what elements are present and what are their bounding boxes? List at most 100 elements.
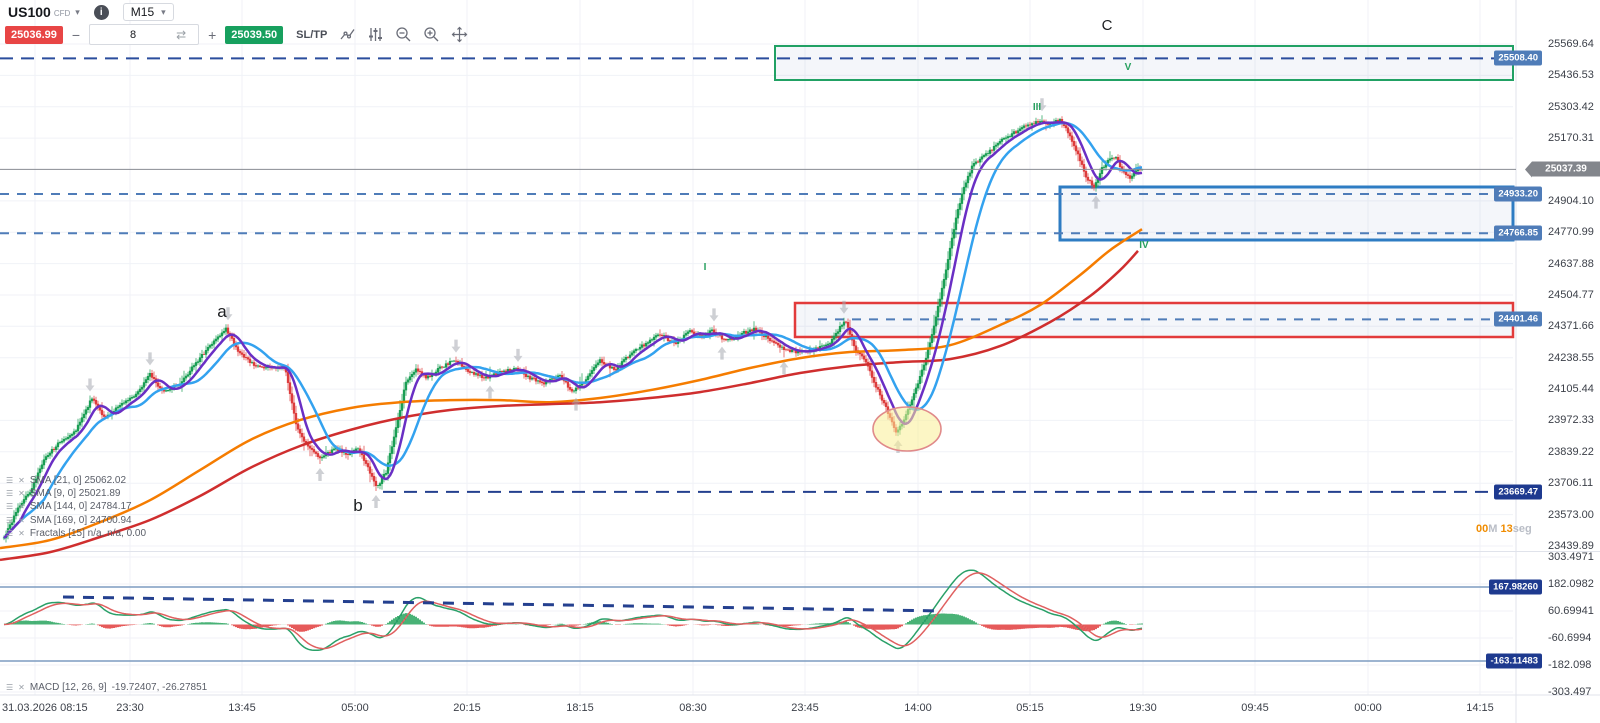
time-axis-label: 14:00 [904, 702, 932, 714]
indicator-legend-row: ☰ ✕ SMA [144, 0] 24784.17 [6, 500, 146, 513]
indicator-legend-text: SMA [144, 0] 24784.17 [29, 501, 132, 513]
macd-axis-label: -60.6994 [1548, 632, 1592, 644]
symbol-name[interactable]: US100 [8, 4, 51, 20]
resistance-zone-blue[interactable] [1058, 185, 1515, 242]
macd-legend-name: MACD [12, 26, 9] [29, 682, 107, 694]
interval-select[interactable]: M15 ▾ [122, 3, 174, 21]
price-level-badge: 24766.85 [1494, 225, 1542, 241]
symbol-toolbar: US100 CFD ▾ i M15 ▾ [8, 3, 174, 21]
wave-annotation: C [1101, 17, 1113, 34]
quantity-decrease-button[interactable]: − [68, 27, 84, 43]
countdown-part: 13 [1500, 523, 1513, 535]
macd-legend: ☰ ✕ MACD [12, 26, 9] -19.72407, -26.2785… [6, 681, 207, 694]
highlight-ellipse[interactable] [872, 406, 942, 452]
sell-price-badge[interactable]: 25036.99 [5, 25, 63, 44]
quantity-increase-button[interactable]: + [204, 27, 220, 43]
macd-axis-label: 182.0982 [1548, 578, 1594, 590]
close-icon[interactable]: ✕ [18, 476, 25, 486]
interval-value: M15 [130, 5, 155, 19]
fractal-arrows [85, 98, 1101, 508]
time-axis-label: 13:45 [228, 702, 256, 714]
indicator-legend: ☰ ✕ SMA [21, 0] 25062.02 ☰ ✕ SMA [9, 0] 25021… [6, 474, 146, 540]
chevron-down-icon[interactable]: ▾ [75, 6, 80, 17]
time-axis-label: 08:30 [679, 702, 707, 714]
wave-annotation: b [353, 496, 363, 515]
indicator-legend-row: ☰ ✕ SMA [21, 0] 25062.02 [6, 474, 146, 487]
price-level-badge: 24933.20 [1494, 186, 1542, 202]
trendline-tool-icon[interactable] [336, 25, 359, 45]
macd-histogram-positive [3, 613, 1143, 625]
macd-axis-label: -303.497 [1548, 686, 1592, 698]
menu-icon[interactable]: ☰ [6, 515, 14, 525]
close-icon[interactable]: ✕ [18, 683, 25, 693]
pan-move-icon[interactable] [448, 25, 471, 45]
supply-zone-green[interactable] [774, 45, 1514, 81]
indicator-legend-text: SMA [21, 0] 25062.02 [29, 475, 127, 487]
time-axis-label: 05:00 [341, 702, 369, 714]
swap-units-icon[interactable]: ⇄ [176, 27, 187, 42]
time-axis-label: 09:45 [1241, 702, 1269, 714]
price-level-badge: 167.98260 [1489, 579, 1542, 595]
close-icon[interactable]: ✕ [18, 502, 25, 512]
time-axis-label: 18:15 [566, 702, 594, 714]
macd-histogram-negative [67, 624, 1135, 632]
price-axis-label: 24904.10 [1548, 194, 1594, 207]
buy-price-badge[interactable]: 25039.50 [225, 25, 284, 44]
quantity-input[interactable] [90, 27, 177, 42]
indicator-legend-row: ☰ ✕ Fractals [15] n/a, n/a, 0.00 [6, 527, 146, 540]
macd-legend-values: -19.72407, -26.27851 [111, 682, 208, 694]
level-zone-red[interactable] [793, 301, 1515, 339]
menu-icon[interactable]: ☰ [6, 489, 14, 499]
wave-annotation: IV [1139, 240, 1149, 251]
time-axis-label: 23:30 [116, 702, 144, 714]
price-level-badge: 23669.47 [1494, 484, 1542, 500]
price-axis-label: 23972.33 [1548, 414, 1594, 427]
order-toolbar: 25036.99 − ⇄ + 25039.50 SL/TP [5, 24, 471, 45]
macd-axis-label: -182.098 [1548, 659, 1592, 671]
price-axis-label: 24371.66 [1548, 320, 1594, 333]
close-icon[interactable]: ✕ [18, 515, 25, 525]
menu-icon[interactable]: ☰ [6, 683, 14, 693]
price-axis-label: 25303.42 [1548, 100, 1594, 113]
info-icon[interactable]: i [93, 4, 109, 20]
sma-144-line[interactable] [0, 228, 1143, 550]
price-axis-label: 23573.00 [1548, 508, 1594, 521]
sma-9-line[interactable] [3, 120, 1143, 539]
close-icon[interactable]: ✕ [18, 489, 25, 499]
zoom-out-icon[interactable] [392, 25, 415, 45]
sltp-label[interactable]: SL/TP [296, 28, 328, 41]
countdown-part: M [1488, 523, 1501, 535]
price-axis-label: 24770.99 [1548, 226, 1594, 239]
wave-annotation: a [217, 302, 227, 321]
price-axis-label: 23706.11 [1548, 477, 1594, 490]
sma-169-line[interactable] [0, 250, 1139, 562]
menu-icon[interactable]: ☰ [6, 476, 14, 486]
indicator-legend-row: ☰ ✕ SMA [9, 0] 25021.89 [6, 487, 146, 500]
time-axis-label: 00:00 [1354, 702, 1382, 714]
wave-annotation: I [703, 262, 707, 273]
time-axis-label: 20:15 [453, 702, 481, 714]
price-axis-label: 24504.77 [1548, 289, 1594, 301]
price-axis-label: 23439.89 [1548, 540, 1594, 552]
macd-trendline[interactable] [62, 595, 944, 613]
countdown-part: 00 [1476, 523, 1489, 535]
macd-axis-label: 60.69941 [1548, 605, 1594, 617]
macd-axis-label: 303.4971 [1548, 551, 1594, 563]
zoom-in-icon[interactable] [420, 25, 443, 45]
time-axis-label: 14:15 [1466, 702, 1494, 714]
menu-icon[interactable]: ☰ [6, 528, 14, 538]
close-icon[interactable]: ✕ [18, 528, 25, 538]
wave-annotation: III [1032, 102, 1042, 113]
indicator-legend-text: SMA [9, 0] 25021.89 [29, 488, 121, 500]
indicator-legend-row: ☰ ✕ SMA [169, 0] 24700.94 [6, 514, 146, 527]
price-axis-label: 25569.64 [1548, 38, 1594, 50]
macd-signal-line [3, 572, 1143, 650]
price-level-badge: 24401.46 [1494, 311, 1542, 327]
indicators-settings-icon[interactable] [364, 25, 387, 45]
menu-icon[interactable]: ☰ [6, 502, 14, 512]
price-axis-label: 24637.88 [1548, 257, 1594, 270]
price-axis-label: 25436.53 [1548, 69, 1594, 82]
time-axis-label: 19:30 [1129, 702, 1157, 714]
